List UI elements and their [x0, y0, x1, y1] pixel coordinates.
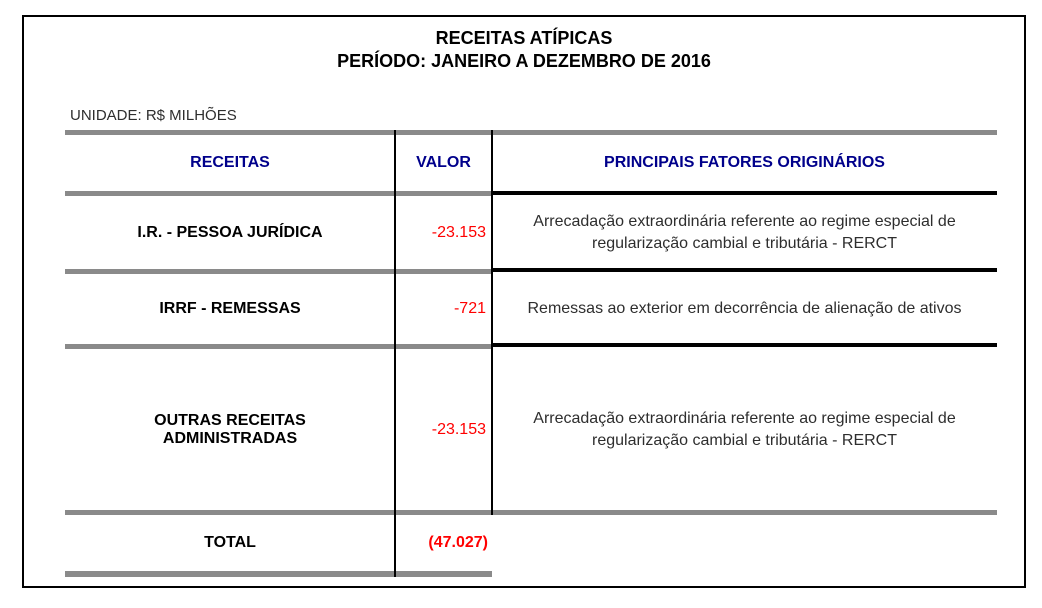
table-top-rule — [65, 130, 997, 135]
row1-separator-gray — [65, 269, 492, 274]
table-total-row: TOTAL (47.027) — [65, 515, 997, 571]
header-valor: VALOR — [416, 154, 471, 171]
column-divider-receitas-valor — [394, 130, 396, 577]
column-divider-valor-fatores — [491, 130, 493, 515]
header-separator-gray — [65, 191, 492, 196]
row1-valor: -23.153 — [431, 223, 486, 241]
header-fatores: PRINCIPAIS FATORES ORIGINÁRIOS — [604, 154, 885, 171]
row3-receita-label: OUTRAS RECEITAS ADMINISTRADAS — [154, 411, 306, 447]
row2-fator: Remessas ao exterior em decorrência de a… — [492, 274, 997, 344]
row2-receita-label: IRRF - REMESSAS — [159, 300, 301, 317]
total-valor: (47.027) — [428, 534, 488, 551]
table-row: I.R. - PESSOA JURÍDICA -23.153 Arrecadaç… — [65, 196, 997, 269]
row3-receita: OUTRAS RECEITAS ADMINISTRADAS — [65, 349, 395, 510]
document-frame — [22, 15, 1026, 588]
row3-fator: Arrecadação extraordinária referente ao … — [492, 349, 997, 510]
row2-separator-black — [492, 343, 997, 347]
report-title-line2: PERÍODO: JANEIRO A DEZEMBRO DE 2016 — [337, 51, 711, 71]
unit-label: UNIDADE: R$ MILHÕES — [70, 107, 237, 124]
total-top-rule — [65, 510, 997, 515]
row3-valor: -23.153 — [431, 420, 486, 438]
row1-separator-black — [492, 268, 997, 272]
row1-fator: Arrecadação extraordinária referente ao … — [492, 196, 997, 269]
row2-receita: IRRF - REMESSAS — [65, 274, 395, 344]
row1-fator-text: Arrecadação extraordinária referente ao … — [533, 212, 956, 252]
report-title-line1: RECEITAS ATÍPICAS — [435, 28, 613, 48]
total-label: TOTAL — [204, 534, 256, 551]
header-receitas: RECEITAS — [190, 154, 270, 171]
row2-fator-text: Remessas ao exterior em decorrência de a… — [527, 300, 962, 317]
row1-receita-label: I.R. - PESSOA JURÍDICA — [137, 223, 323, 241]
table-header-row: RECEITAS VALOR PRINCIPAIS FATORES ORIGIN… — [65, 135, 997, 191]
header-separator-black — [492, 191, 997, 195]
report-title: RECEITAS ATÍPICAS PERÍODO: JANEIRO A DEZ… — [22, 27, 1026, 73]
total-fator-empty — [492, 515, 997, 571]
row1-receita: I.R. - PESSOA JURÍDICA — [65, 196, 395, 269]
table-row: OUTRAS RECEITAS ADMINISTRADAS -23.153 Ar… — [65, 349, 997, 510]
row2-separator-gray — [65, 344, 492, 349]
total-bottom-rule — [65, 571, 492, 577]
row2-valor: -721 — [453, 300, 486, 317]
row3-fator-text: Arrecadação extraordinária referente ao … — [533, 409, 956, 449]
table-row: IRRF - REMESSAS -721 Remessas ao exterio… — [65, 274, 997, 344]
